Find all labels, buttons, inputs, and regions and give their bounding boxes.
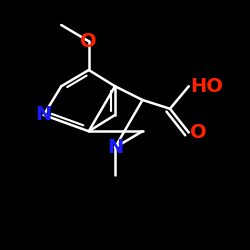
Text: N: N: [107, 138, 123, 157]
Text: O: O: [190, 123, 206, 142]
Text: HO: HO: [190, 77, 223, 96]
Text: N: N: [36, 106, 52, 124]
Text: O: O: [80, 32, 97, 51]
